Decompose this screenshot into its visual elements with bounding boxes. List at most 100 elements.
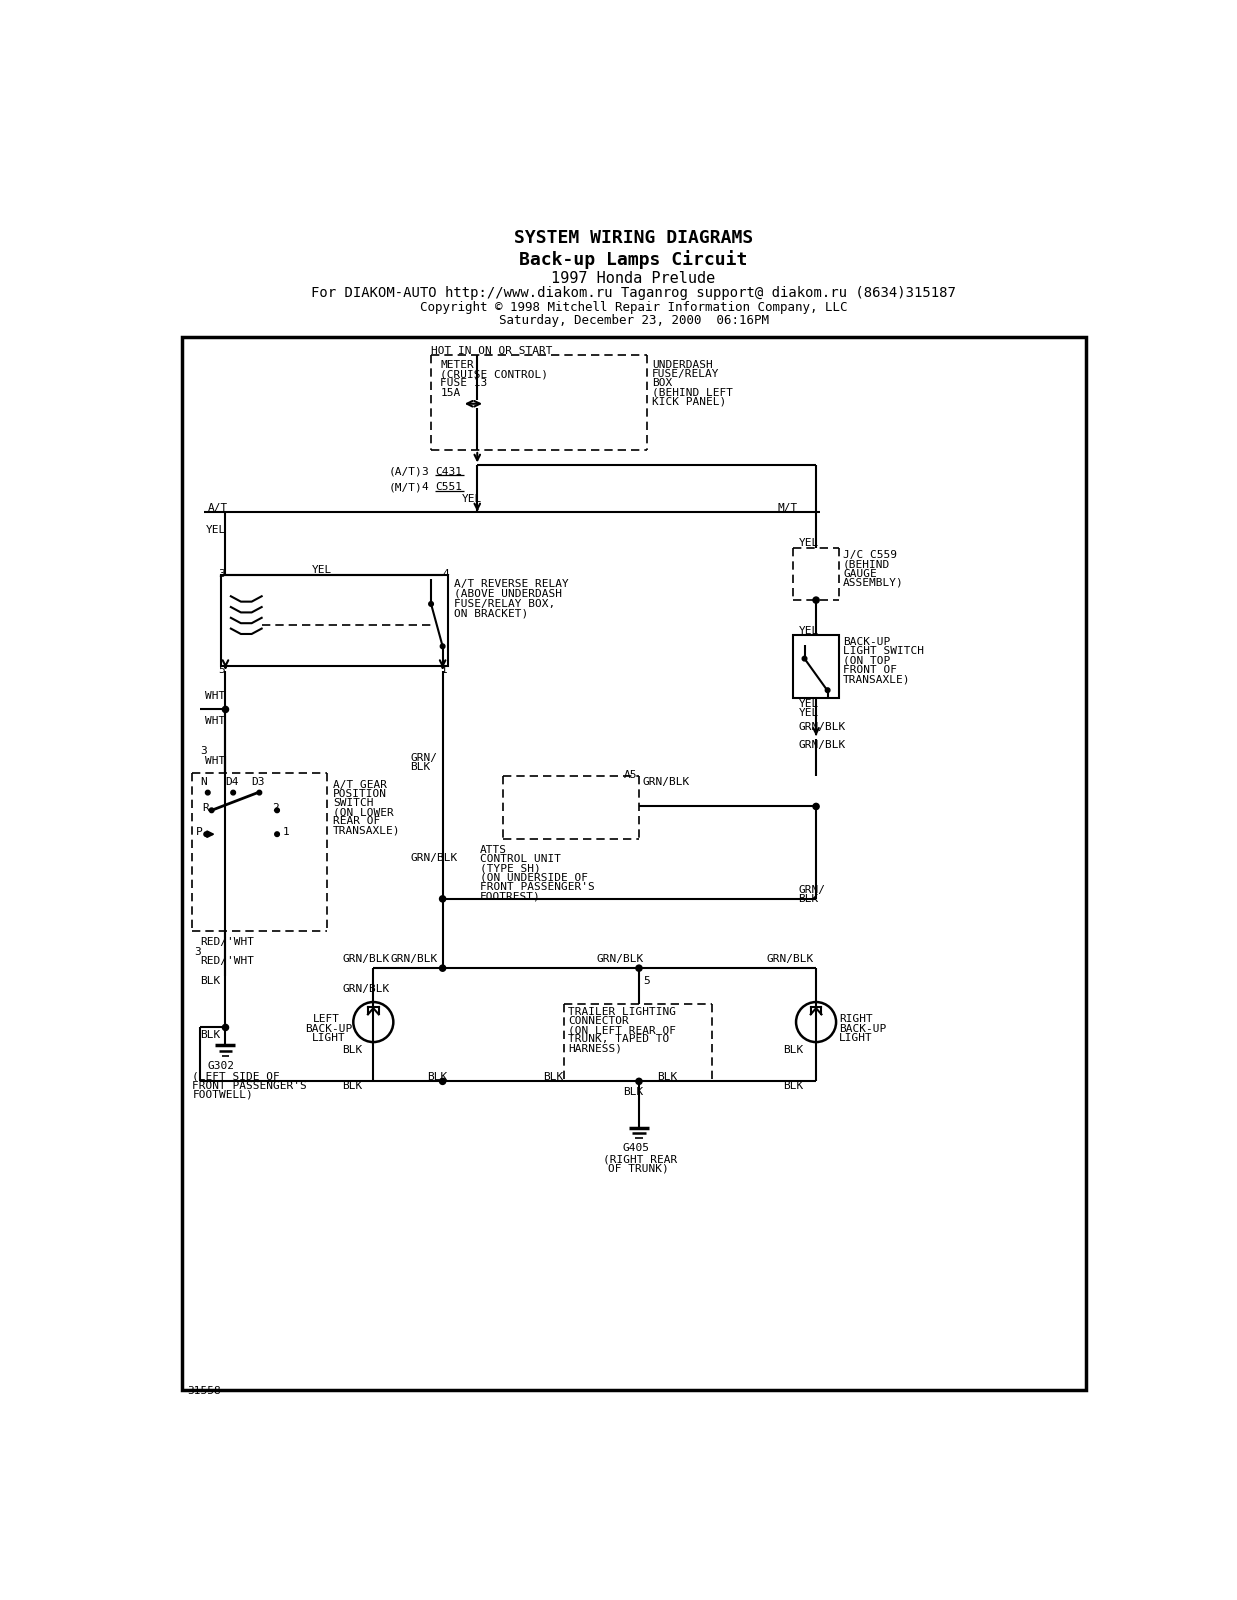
- Text: UNDERDASH: UNDERDASH: [652, 360, 713, 370]
- Text: SYSTEM WIRING DIAGRAMS: SYSTEM WIRING DIAGRAMS: [513, 229, 753, 246]
- Circle shape: [439, 896, 445, 902]
- Text: 15A: 15A: [440, 387, 460, 397]
- Text: A/T REVERSE RELAY: A/T REVERSE RELAY: [454, 579, 569, 589]
- Text: BLK: BLK: [427, 1072, 448, 1082]
- Text: BLK: BLK: [343, 1045, 362, 1054]
- Circle shape: [275, 832, 280, 837]
- Text: YEL: YEL: [312, 565, 332, 576]
- Circle shape: [439, 965, 445, 971]
- Circle shape: [223, 1024, 229, 1030]
- Text: (ON TOP: (ON TOP: [844, 656, 891, 666]
- Bar: [182, 336, 1086, 1390]
- Text: WHT: WHT: [205, 755, 225, 766]
- Text: N: N: [200, 778, 207, 787]
- Circle shape: [636, 1078, 642, 1085]
- Text: BLK: BLK: [783, 1045, 803, 1054]
- Text: (RIGHT REAR: (RIGHT REAR: [602, 1155, 677, 1165]
- Text: (BEHIND LEFT: (BEHIND LEFT: [652, 387, 734, 397]
- Text: GRN/BLK: GRN/BLK: [390, 954, 438, 965]
- Text: LIGHT: LIGHT: [839, 1034, 873, 1043]
- Text: GRN/BLK: GRN/BLK: [596, 954, 644, 965]
- Text: BLK: BLK: [200, 976, 220, 986]
- Text: 3: 3: [218, 570, 225, 579]
- Circle shape: [204, 832, 209, 837]
- Text: FUSE 13: FUSE 13: [440, 378, 487, 389]
- Text: Saturday, December 23, 2000  06:16PM: Saturday, December 23, 2000 06:16PM: [499, 314, 768, 326]
- Text: 5: 5: [218, 664, 225, 675]
- Text: BLK: BLK: [623, 1086, 643, 1096]
- Text: (TYPE SH): (TYPE SH): [480, 864, 541, 874]
- Text: RIGHT: RIGHT: [839, 1014, 873, 1024]
- Text: 4: 4: [421, 482, 428, 493]
- Circle shape: [440, 643, 445, 648]
- Text: BACK-UP: BACK-UP: [306, 1024, 353, 1034]
- Text: BLK: BLK: [783, 1082, 803, 1091]
- Text: A/T: A/T: [208, 502, 228, 514]
- Text: D3: D3: [251, 778, 265, 787]
- Text: YEL: YEL: [461, 494, 482, 504]
- Text: FUSE/RELAY BOX,: FUSE/RELAY BOX,: [454, 598, 555, 608]
- Text: FUSE/RELAY: FUSE/RELAY: [652, 370, 720, 379]
- Text: GRN/BLK: GRN/BLK: [798, 741, 846, 750]
- Text: HOT IN ON OR START: HOT IN ON OR START: [430, 346, 553, 357]
- Circle shape: [205, 790, 210, 795]
- Text: 4: 4: [443, 570, 449, 579]
- Text: GRN/: GRN/: [411, 752, 437, 763]
- Text: YEL: YEL: [798, 699, 819, 709]
- Text: 1997 Honda Prelude: 1997 Honda Prelude: [552, 270, 716, 285]
- Text: C431: C431: [435, 467, 461, 477]
- Text: BACK-UP: BACK-UP: [839, 1024, 887, 1034]
- Text: METER: METER: [440, 360, 474, 370]
- Text: FOOTWELL): FOOTWELL): [193, 1090, 254, 1099]
- Circle shape: [257, 790, 262, 795]
- Text: LEFT: LEFT: [313, 1014, 340, 1024]
- Circle shape: [275, 808, 280, 813]
- Text: J/C C559: J/C C559: [844, 550, 897, 560]
- Text: SWITCH: SWITCH: [333, 798, 374, 808]
- Text: LIGHT SWITCH: LIGHT SWITCH: [844, 646, 924, 656]
- Text: ASSEMBLY): ASSEMBLY): [844, 578, 904, 587]
- Text: WHT: WHT: [205, 715, 225, 726]
- Text: OF TRUNK): OF TRUNK): [609, 1163, 669, 1174]
- Text: (ON LOWER: (ON LOWER: [333, 808, 395, 818]
- Text: FRONT OF: FRONT OF: [844, 664, 897, 675]
- Text: FRONT PASSENGER'S: FRONT PASSENGER'S: [480, 882, 594, 891]
- Text: TRAILER LIGHTING: TRAILER LIGHTING: [568, 1006, 677, 1016]
- Circle shape: [439, 1078, 445, 1085]
- Text: GRN/BLK: GRN/BLK: [343, 984, 390, 994]
- Text: CONTROL UNIT: CONTROL UNIT: [480, 854, 560, 864]
- Text: YEL: YEL: [207, 525, 226, 534]
- Text: R: R: [203, 803, 209, 813]
- Text: D4: D4: [225, 778, 239, 787]
- Circle shape: [813, 597, 819, 603]
- Text: A5: A5: [623, 770, 637, 779]
- Text: RED/'WHT: RED/'WHT: [200, 938, 254, 947]
- Text: (BEHIND: (BEHIND: [844, 560, 891, 570]
- Text: YEL: YEL: [798, 626, 819, 637]
- Bar: [793, 635, 839, 698]
- Text: 1: 1: [440, 664, 447, 675]
- Text: 3: 3: [194, 947, 202, 957]
- Text: 3: 3: [200, 746, 207, 757]
- Circle shape: [231, 790, 235, 795]
- Text: BLK: BLK: [798, 894, 819, 904]
- Text: 5: 5: [643, 976, 649, 986]
- Text: BLK: BLK: [343, 1082, 362, 1091]
- Text: FRONT PASSENGER'S: FRONT PASSENGER'S: [193, 1080, 307, 1091]
- Text: M/T: M/T: [778, 502, 798, 514]
- Text: Copyright © 1998 Mitchell Repair Information Company, LLC: Copyright © 1998 Mitchell Repair Informa…: [419, 301, 847, 314]
- Text: BLK: BLK: [200, 1030, 220, 1040]
- Text: GRN/BLK: GRN/BLK: [798, 722, 846, 731]
- Text: WHT: WHT: [205, 691, 225, 701]
- Text: BLK: BLK: [411, 762, 430, 771]
- Circle shape: [429, 602, 433, 606]
- Text: P: P: [197, 827, 203, 837]
- Text: For DIAKOM-AUTO http://www.diakom.ru Taganrog support@ diakom.ru (8634)315187: For DIAKOM-AUTO http://www.diakom.ru Tag…: [312, 286, 956, 299]
- Text: G405: G405: [622, 1142, 649, 1154]
- Text: (LEFT SIDE OF: (LEFT SIDE OF: [193, 1072, 280, 1082]
- Text: BLK: BLK: [543, 1072, 563, 1082]
- Text: GRN/BLK: GRN/BLK: [643, 778, 690, 787]
- Text: Back-up Lamps Circuit: Back-up Lamps Circuit: [520, 250, 747, 269]
- Text: YEL: YEL: [798, 707, 819, 718]
- Text: GRN/BLK: GRN/BLK: [343, 954, 390, 965]
